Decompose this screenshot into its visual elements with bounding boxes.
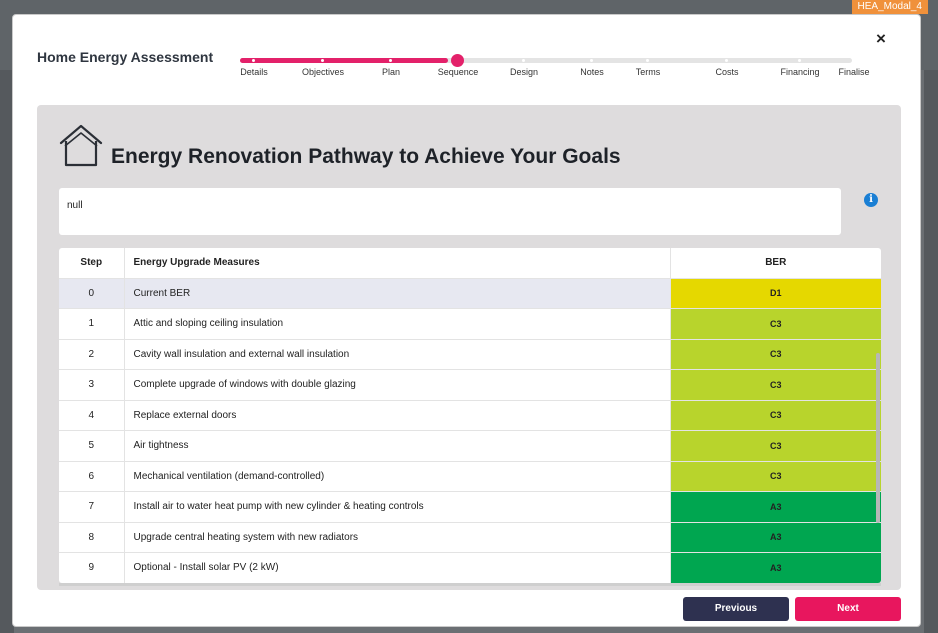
step-number-cell: 9 (59, 552, 125, 583)
stepper-step-objectives[interactable]: Objectives (293, 52, 353, 92)
modal-title: Home Energy Assessment (37, 49, 214, 65)
table-scrollbar[interactable] (876, 353, 880, 523)
ber-rating-cell: C3 (670, 339, 881, 370)
stepper-step-terms[interactable]: Terms (618, 52, 678, 92)
stepper-dot (252, 59, 255, 62)
stepper-step-label: Costs (715, 67, 739, 77)
stepper-dot (321, 59, 324, 62)
table-row: 2 Cavity wall insulation and external wal… (59, 339, 881, 370)
stepper-dot (389, 59, 392, 62)
stepper-dot (798, 59, 801, 62)
measure-cell: Cavity wall insulation and external wall… (124, 339, 671, 370)
table-row: 1 Attic and sloping ceiling insulation C3 (59, 308, 881, 340)
column-header-measures: Energy Upgrade Measures (124, 248, 671, 279)
table-row: 0 Current BER D1 (59, 278, 881, 309)
step-number-cell: 4 (59, 400, 125, 431)
backdrop-left (0, 70, 14, 633)
stepper-dot (590, 59, 593, 62)
ber-rating-cell: A3 (670, 552, 881, 583)
pathway-heading: Energy Renovation Pathway to Achieve You… (111, 145, 621, 168)
stepper-track (240, 58, 852, 63)
table-row: 3 Complete upgrade of windows with double… (59, 369, 881, 401)
previous-button[interactable]: Previous (683, 597, 789, 621)
step-number-cell: 7 (59, 491, 125, 523)
table-header-row: Step Energy Upgrade Measures BER (59, 248, 881, 279)
stepper-step-label: Sequence (437, 67, 479, 77)
ber-rating-cell: D1 (670, 278, 881, 309)
table-row: 9 Optional - Install solar PV (2 kW) A3 (59, 552, 881, 583)
step-number-cell: 0 (59, 278, 125, 309)
pathway-note-field[interactable]: null (59, 188, 841, 235)
stepper-step-sequence[interactable]: Sequence (428, 52, 488, 92)
measure-cell: Optional - Install solar PV (2 kW) (124, 552, 671, 583)
table-row: 4 Replace external doors C3 (59, 400, 881, 431)
stepper-step-finalise[interactable]: Finalise (824, 52, 884, 92)
stepper-dot (852, 59, 855, 62)
step-number-cell: 8 (59, 522, 125, 553)
ber-rating-cell: C3 (670, 430, 881, 462)
stepper-step-notes[interactable]: Notes (562, 52, 622, 92)
stepper-step-label: Plan (381, 67, 400, 77)
ber-rating-cell: A3 (670, 522, 881, 553)
step-number-cell: 1 (59, 308, 125, 340)
info-icon[interactable]: i (864, 193, 878, 207)
stepper-step-label: Details (240, 67, 268, 77)
stepper-dot (522, 59, 525, 62)
measure-cell: Attic and sloping ceiling insulation (124, 308, 671, 340)
stepper-step-label: Finalise (838, 67, 870, 77)
measure-cell: Install air to water heat pump with new … (124, 491, 671, 523)
stepper-step-label: Terms (635, 67, 661, 77)
ber-rating-cell: C3 (670, 308, 881, 340)
upgrade-measures-table: Step Energy Upgrade Measures BER 0 Curren… (59, 248, 881, 583)
table-row: 6 Mechanical ventilation (demand-controll… (59, 461, 881, 492)
stepper-dot (451, 54, 464, 67)
progress-stepper: Details Objectives Plan Sequence Design Notes… (237, 52, 870, 92)
ber-rating-cell: A3 (670, 491, 881, 523)
ber-rating-cell: C3 (670, 461, 881, 492)
table-row: 8 Upgrade central heating system with new… (59, 522, 881, 553)
next-button[interactable]: Next (795, 597, 901, 621)
house-icon (59, 124, 103, 167)
stepper-step-plan[interactable]: Plan (361, 52, 421, 92)
home-energy-assessment-modal: Home Energy Assessment × Details Objectiv… (12, 14, 921, 627)
column-header-step: Step (59, 248, 125, 279)
measure-cell: Current BER (124, 278, 671, 309)
stepper-dot (646, 59, 649, 62)
sequence-panel: Energy Renovation Pathway to Achieve You… (37, 105, 901, 590)
table-bottom-edge (59, 583, 881, 586)
measure-cell: Upgrade central heating system with new … (124, 522, 671, 553)
stepper-step-label: Objectives (301, 67, 345, 77)
step-number-cell: 5 (59, 430, 125, 462)
close-icon[interactable]: × (876, 29, 886, 48)
stepper-step-details[interactable]: Details (224, 52, 284, 92)
backdrop-right (924, 70, 938, 633)
table-row: 7 Install air to water heat pump with new… (59, 491, 881, 523)
ber-rating-cell: C3 (670, 400, 881, 431)
stepper-step-label: Design (509, 67, 538, 77)
measure-cell: Complete upgrade of windows with double … (124, 369, 671, 401)
step-number-cell: 3 (59, 369, 125, 401)
step-number-cell: 2 (59, 339, 125, 370)
stepper-step-label: Notes (580, 67, 604, 77)
stepper-progress-fill (240, 58, 448, 63)
column-header-ber: BER (670, 248, 881, 279)
stepper-step-costs[interactable]: Costs (697, 52, 757, 92)
stepper-step-financing[interactable]: Financing (770, 52, 830, 92)
measure-cell: Replace external doors (124, 400, 671, 431)
modal-tag: HEA_Modal_4 (851, 0, 928, 14)
stepper-step-design[interactable]: Design (494, 52, 554, 92)
step-number-cell: 6 (59, 461, 125, 492)
ber-rating-cell: C3 (670, 369, 881, 401)
stepper-dot (725, 59, 728, 62)
measure-cell: Air tightness (124, 430, 671, 462)
table-row: 5 Air tightness C3 (59, 430, 881, 462)
measure-cell: Mechanical ventilation (demand-controlle… (124, 461, 671, 492)
stepper-step-label: Financing (780, 67, 820, 77)
